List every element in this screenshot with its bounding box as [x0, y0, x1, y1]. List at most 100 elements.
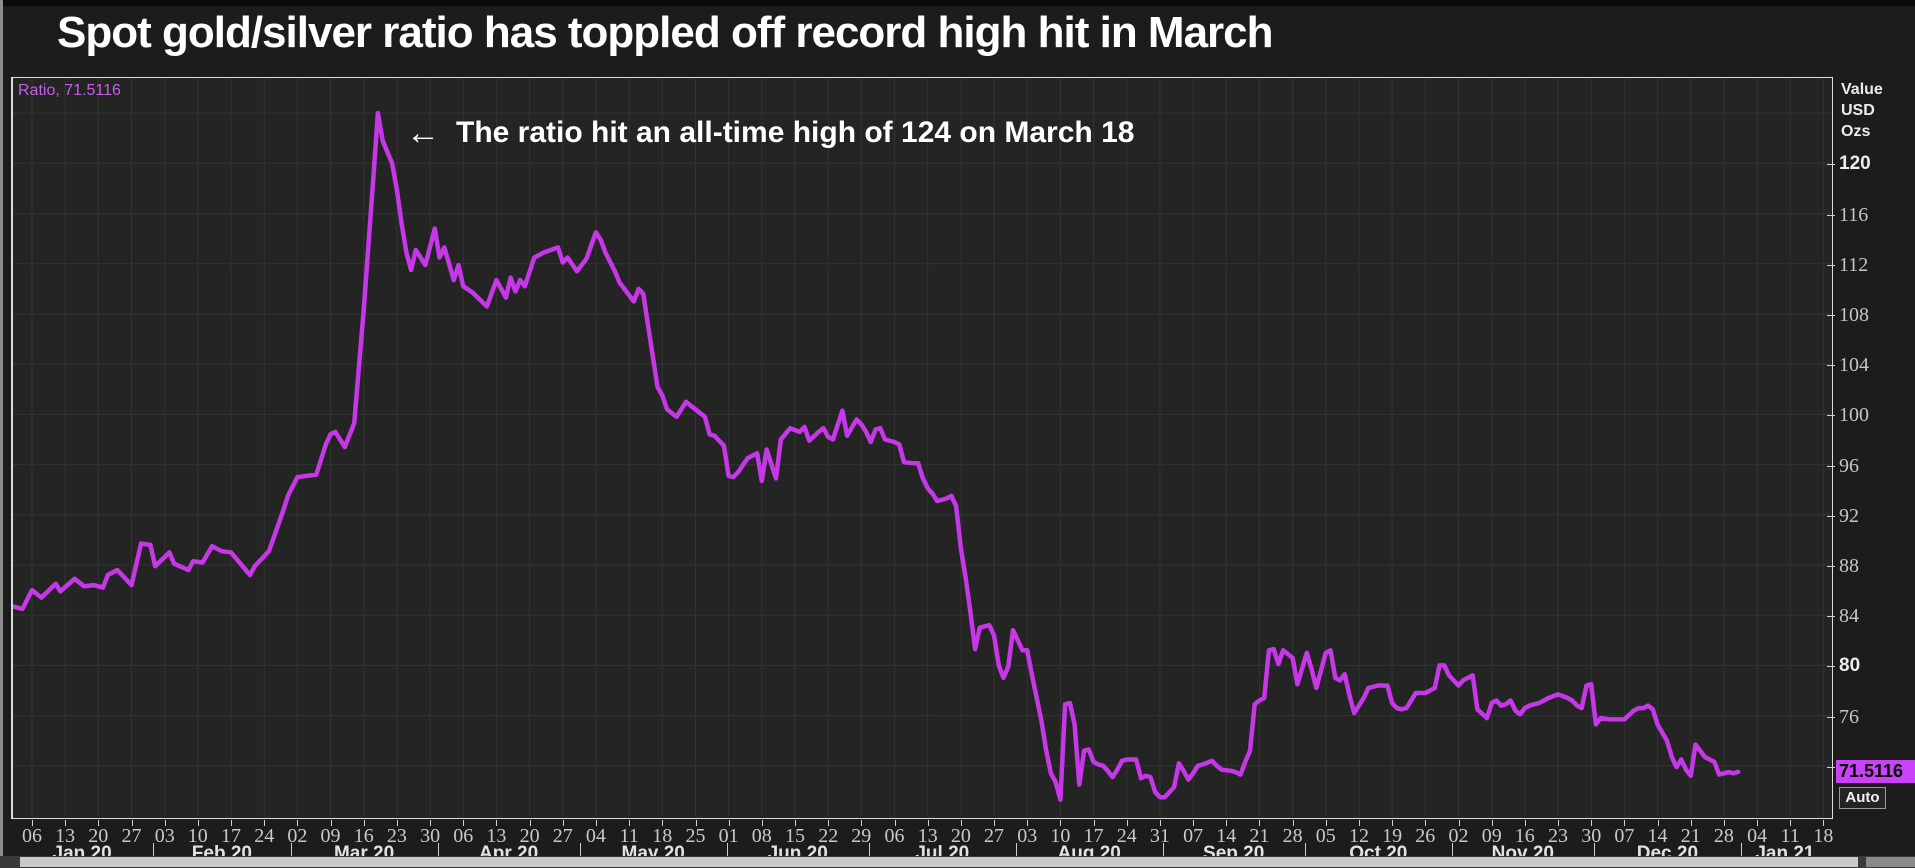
time-tick-label: 27: [552, 825, 573, 847]
annotation-text: The ratio hit an all-time high of 124 on…: [456, 116, 1135, 149]
time-tick-mark: [231, 820, 232, 826]
time-tick-mark: [1226, 820, 1228, 826]
time-tick-label: 20: [88, 825, 109, 847]
value-tick-mark: [1827, 465, 1835, 467]
time-tick-label: 20: [519, 825, 540, 847]
time-tick-label: 04: [1747, 825, 1768, 847]
time-tick-label: 07: [1183, 825, 1204, 847]
time-tick-mark: [1690, 820, 1692, 826]
plot-area[interactable]: [11, 77, 1833, 819]
value-tick-mark: [1827, 716, 1835, 718]
month-separator: [290, 843, 292, 862]
value-axis-title-line: USD: [1841, 102, 1875, 119]
value-tick-label: 84: [1839, 605, 1859, 628]
time-tick-label: 09: [320, 825, 341, 847]
time-tick-mark: [927, 820, 929, 826]
value-tick-mark: [1827, 766, 1835, 768]
scrollbar-thumb[interactable]: [20, 857, 1858, 867]
month-separator: [868, 843, 870, 862]
time-tick-mark: [1259, 820, 1261, 826]
value-tick-mark: [1827, 314, 1835, 316]
time-tick-label: 10: [1050, 825, 1071, 847]
time-tick-mark: [728, 820, 730, 826]
value-tick-label: 120: [1839, 153, 1871, 175]
time-tick-mark: [1524, 820, 1526, 826]
time-tick-label: 04: [585, 825, 606, 847]
time-tick-label: 23: [1548, 825, 1568, 847]
value-tick-label: 100: [1839, 404, 1869, 427]
horizontal-scrollbar[interactable]: [0, 856, 1915, 868]
time-tick-label: 17: [221, 825, 241, 847]
time-tick-label: 27: [984, 825, 1004, 847]
month-separator: [1593, 843, 1595, 862]
time-tick-label: 11: [619, 825, 639, 847]
time-tick-mark: [197, 820, 199, 826]
month-separator: [579, 843, 581, 862]
time-tick-mark: [1624, 820, 1626, 826]
value-tick-label: 104: [1839, 354, 1869, 377]
time-tick-mark: [1458, 820, 1460, 826]
time-tick-mark: [297, 820, 299, 826]
time-tick-mark: [1823, 820, 1825, 826]
time-tick-mark: [894, 820, 896, 826]
time-tick-mark: [828, 820, 830, 826]
value-tick-label: 76: [1839, 705, 1859, 728]
left-arrow-icon: ←: [406, 114, 440, 152]
time-tick-mark: [1425, 820, 1427, 826]
time-tick-mark: [761, 820, 763, 826]
time-tick-mark: [529, 820, 531, 826]
chart-title: Spot gold/silver ratio has toppled off r…: [57, 8, 1274, 57]
auto-scale-button[interactable]: Auto: [1839, 787, 1886, 809]
time-tick-mark: [1591, 820, 1593, 826]
time-tick-label: 13: [486, 825, 507, 847]
value-tick-mark: [1827, 164, 1835, 166]
time-tick-label: 26: [1415, 825, 1436, 847]
time-tick-mark: [1093, 820, 1095, 826]
time-tick-label: 08: [751, 825, 772, 847]
window-top-edge: [0, 0, 1915, 6]
time-tick-label: 11: [1780, 825, 1800, 847]
value-axis-title: Value USD Ozs: [1841, 79, 1883, 142]
value-tick-label: 116: [1839, 203, 1869, 226]
time-tick-label: 16: [353, 825, 374, 847]
time-tick-mark: [1558, 820, 1559, 826]
time-tick-mark: [1657, 820, 1659, 826]
time-tick-label: 03: [154, 825, 175, 847]
time-tick-label: 17: [1083, 825, 1104, 847]
value-tick-label: 92: [1839, 504, 1859, 527]
time-tick-label: 22: [818, 825, 839, 847]
time-tick-label: 19: [1382, 825, 1403, 847]
chart-canvas[interactable]: [13, 78, 1831, 816]
time-tick-mark: [1359, 820, 1360, 826]
time-tick-mark: [430, 820, 432, 826]
time-tick-mark: [264, 820, 266, 826]
time-tick-label: 14: [1216, 825, 1237, 847]
time-tick-label: 07: [1614, 825, 1635, 847]
time-tick-mark: [1491, 820, 1493, 826]
time-tick-label: 21: [1249, 825, 1270, 847]
time-tick-label: 28: [1282, 825, 1303, 847]
time-tick-mark: [1325, 820, 1327, 826]
time-tick-label: 03: [1017, 825, 1038, 847]
month-separator: [1015, 843, 1017, 862]
value-tick-mark: [1827, 214, 1835, 216]
value-tick-mark: [1827, 264, 1835, 266]
value-tick-mark: [1827, 415, 1835, 417]
time-tick-mark: [861, 820, 863, 826]
month-separator: [1162, 843, 1164, 862]
time-tick-mark: [1723, 820, 1725, 826]
series-legend: Ratio, 71.5116: [18, 82, 121, 99]
time-tick-mark: [1126, 820, 1128, 826]
value-axis-title-line: Value: [1841, 81, 1883, 98]
time-tick-mark: [795, 820, 796, 826]
window-left-edge: [0, 0, 3, 856]
time-tick-mark: [1292, 820, 1294, 826]
time-tick-mark: [32, 820, 33, 826]
time-tick-mark: [1757, 820, 1759, 826]
time-tick-mark: [960, 820, 962, 826]
value-tick-mark: [1827, 666, 1835, 668]
value-tick-label: 108: [1839, 303, 1869, 326]
time-tick-label: 02: [287, 825, 308, 847]
time-tick-label: 20: [950, 825, 971, 847]
time-tick-label: 06: [22, 825, 42, 847]
